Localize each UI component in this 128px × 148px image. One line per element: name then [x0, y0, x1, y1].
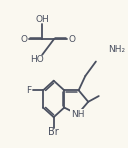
Text: O: O: [68, 35, 75, 44]
Text: NH: NH: [71, 110, 84, 119]
Text: O: O: [20, 35, 28, 44]
Text: F: F: [26, 86, 31, 95]
Text: Br: Br: [48, 127, 59, 137]
Text: OH: OH: [35, 15, 49, 24]
Text: NH₂: NH₂: [108, 45, 125, 54]
Text: HO: HO: [30, 55, 44, 64]
